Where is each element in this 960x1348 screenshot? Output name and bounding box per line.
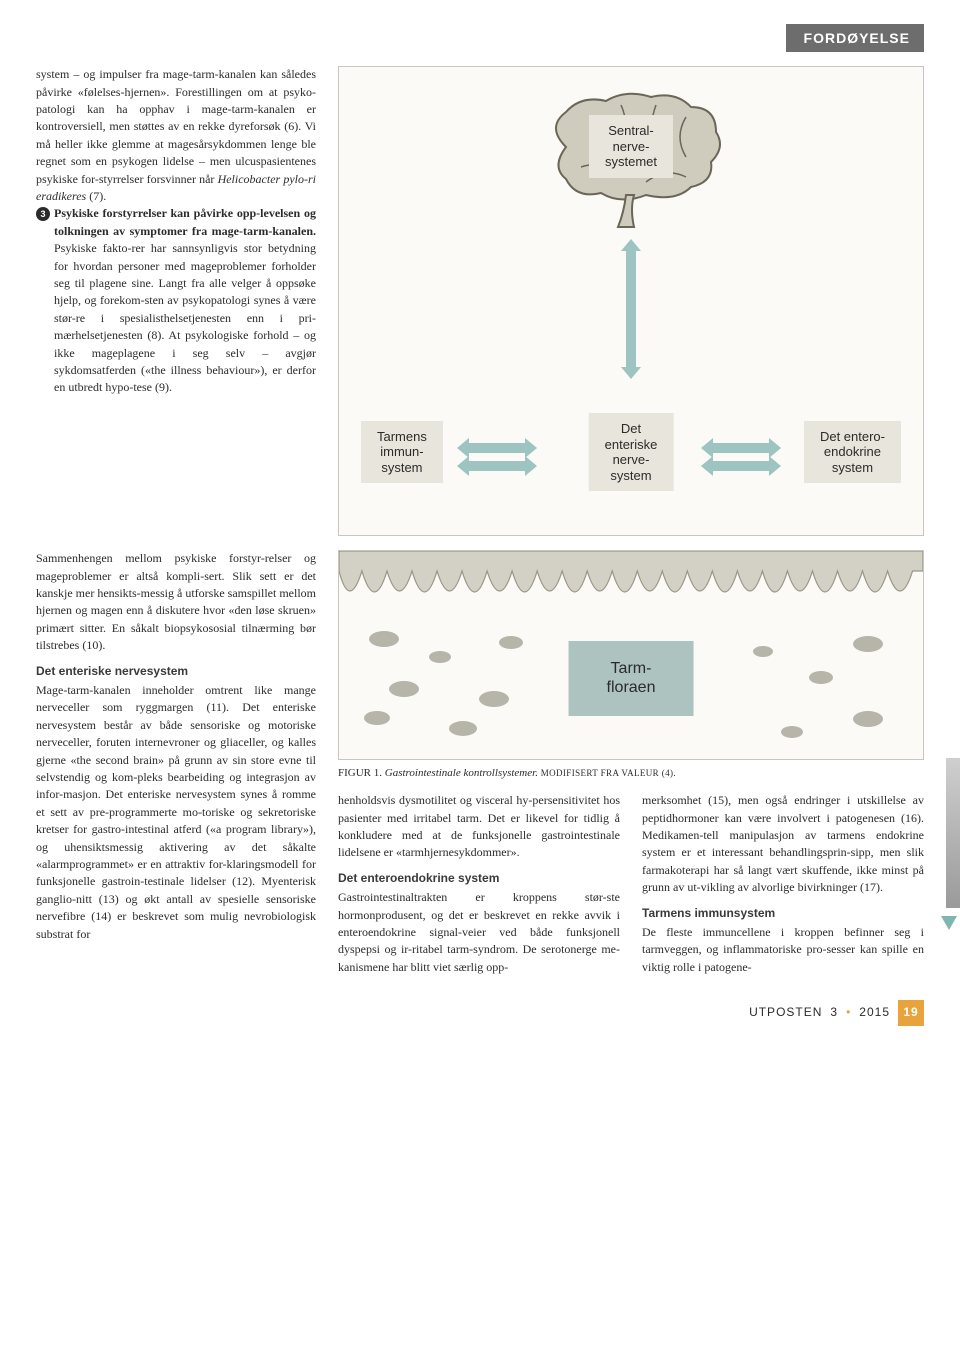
lower-col-2: merksomhet (15), men også endringer i ut… xyxy=(642,792,924,976)
bidirectional-arrow-icon xyxy=(711,443,771,453)
bacteria-icon xyxy=(364,711,390,725)
text-bold: Psykiske forstyrrelser kan påvirke opp-l… xyxy=(54,206,316,237)
bacteria-icon xyxy=(499,636,523,649)
left-column: system – og impulser fra mage-tarm-kanal… xyxy=(36,66,316,536)
body-paragraph: De fleste immuncellene i kroppen befinne… xyxy=(642,924,924,976)
figure-caption: FIGUR 1. Gastrointestinale kontrollsyste… xyxy=(338,766,924,782)
header-category: FORDØYELSE xyxy=(36,24,924,52)
bacteria-icon xyxy=(369,631,399,647)
section-heading: Tarmens immunsystem xyxy=(642,905,924,922)
body-paragraph: henholdsvis dysmotilitet og visceral hy-… xyxy=(338,792,620,862)
footer-year: 2015 xyxy=(859,1004,890,1021)
body-paragraph: Mage-tarm-kanalen inneholder omtrent lik… xyxy=(36,682,316,943)
footer-journal: UTPOSTEN xyxy=(749,1004,822,1021)
caption-source: MODIFISERT FRA VALEUR (4). xyxy=(541,768,676,778)
body-paragraph: Gastrointestinaltrakten er kroppens stør… xyxy=(338,889,620,976)
text-run: system – og impulser fra mage-tarm-kanal… xyxy=(36,67,316,185)
section-heading: Det enteriske nervesystem xyxy=(36,663,316,680)
body-paragraph: Sammenhengen mellom psykiske forstyr-rel… xyxy=(36,550,316,654)
figure-label-endocrine: Det entero- endokrine system xyxy=(804,421,901,484)
figure-label-cns: Sentral- nerve- systemet xyxy=(589,115,673,178)
body-paragraph: system – og impulser fra mage-tarm-kanal… xyxy=(36,66,316,205)
figure-label-immune: Tarmens immun- system xyxy=(361,421,443,484)
bacteria-icon xyxy=(479,691,509,707)
bacteria-icon xyxy=(853,636,883,652)
page-footer: UTPOSTEN 3 • 2015 19 xyxy=(36,1000,924,1026)
bacteria-icon xyxy=(389,681,419,697)
body-paragraph: merksomhet (15), men også endringer i ut… xyxy=(642,792,924,896)
bacteria-icon xyxy=(853,711,883,727)
bacteria-icon xyxy=(449,721,477,736)
bacteria-icon xyxy=(781,726,803,738)
lower-col-1: henholdsvis dysmotilitet og visceral hy-… xyxy=(338,792,620,976)
section-heading: Det enteroendokrine system xyxy=(338,870,620,887)
bidirectional-arrow-icon xyxy=(467,443,527,453)
bacteria-icon xyxy=(753,646,773,657)
body-paragraph: Psykiske forstyrrelser kan påvirke opp-l… xyxy=(54,205,316,396)
text-run: Psykiske fakto-rer har sannsynligvis sto… xyxy=(54,241,316,394)
mid-left-column: Sammenhengen mellom psykiske forstyr-rel… xyxy=(36,550,316,976)
caption-italic: Gastrointestinale kontrollsystemer. xyxy=(385,767,538,779)
figure-label-enteric: Det enteriske nerve- system xyxy=(589,413,674,491)
figure-2: Tarm- floraen xyxy=(338,550,924,760)
page-number: 19 xyxy=(898,1000,924,1026)
figure-label-flora: Tarm- floraen xyxy=(569,641,694,715)
separator-dot-icon: • xyxy=(846,1004,851,1021)
bacteria-icon xyxy=(429,651,451,663)
bidirectional-arrow-icon xyxy=(626,249,636,369)
villi-illustration xyxy=(339,551,923,621)
bullet-number-icon: 3 xyxy=(36,207,50,221)
bidirectional-arrow-icon xyxy=(711,461,771,471)
numbered-point: 3 Psykiske forstyrrelser kan påvirke opp… xyxy=(36,205,316,396)
continue-arrow-icon xyxy=(941,916,957,930)
footer-issue: 3 xyxy=(830,1004,838,1021)
bacteria-icon xyxy=(809,671,833,684)
caption-lead: FIGUR 1. xyxy=(338,767,385,779)
text-run: (7). xyxy=(86,189,106,203)
bidirectional-arrow-icon xyxy=(467,461,527,471)
category-label: FORDØYELSE xyxy=(786,24,924,52)
figure-1: Sentral- nerve- systemet Tarmens immun- … xyxy=(338,66,924,536)
